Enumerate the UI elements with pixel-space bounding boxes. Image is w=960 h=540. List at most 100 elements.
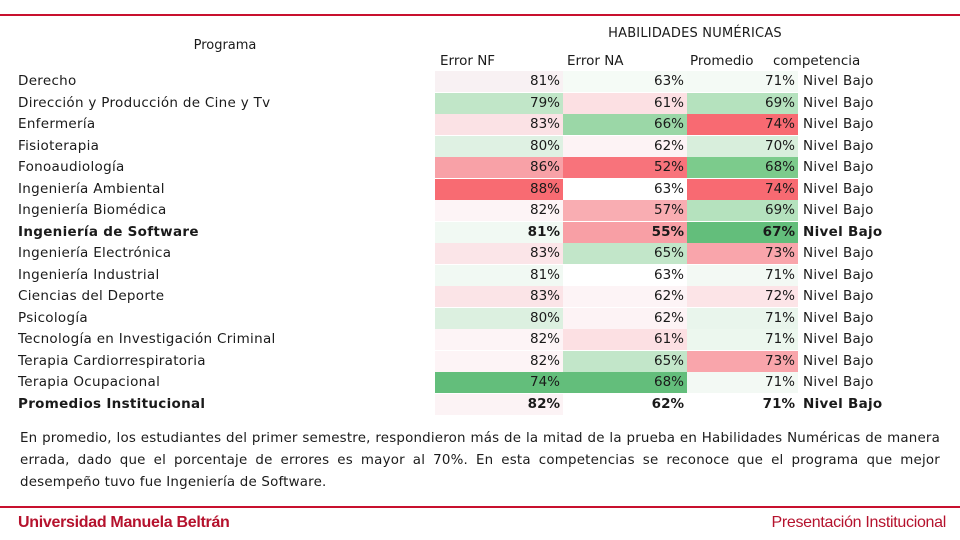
program-name: Promedios Institucional [18, 395, 206, 412]
table-row: Terapia Ocupacional 74% 68% 71% Nivel Bajo [0, 372, 960, 393]
promedio-cell: 72% [687, 286, 798, 307]
promedio-cell: 71% [687, 329, 798, 350]
programa-header: Programa [193, 38, 257, 53]
table-row: Dirección y Producción de Cine y Tv 79% 61… [0, 92, 960, 114]
table-row: Ingeniería Ambiental 88% 63% 74% Nivel Bajo [0, 178, 960, 200]
table-row: Terapia Cardiorrespiratoria 82% 65% 73% Nive… [0, 350, 960, 372]
promedio-cell: 69% [687, 200, 798, 221]
table-row: Ciencias del Deporte 83% 62% 72% Nivel Bajo [0, 286, 960, 307]
error-na-cell: 62% [563, 286, 687, 307]
competencia-cell: Nivel Bajo [803, 395, 883, 412]
error-na-cell: 63% [563, 178, 687, 200]
promedio-cell: 68% [687, 157, 798, 178]
error-nf-cell: 79% [435, 92, 563, 114]
promedio-cell: 69% [687, 92, 798, 114]
table-row: Tecnología en Investigación Criminal 82% 6… [0, 329, 960, 350]
error-na-cell: 61% [563, 92, 687, 114]
error-na-cell: 65% [563, 350, 687, 372]
promedio-cell: 74% [687, 178, 798, 200]
promedio-cell: 70% [687, 135, 798, 157]
competencia-cell: Nivel Bajo [803, 245, 874, 261]
promedio-cell: 67% [687, 221, 798, 243]
error-na-cell: 52% [563, 157, 687, 178]
error-na-cell: 65% [563, 243, 687, 264]
error-nf-cell: 74% [435, 372, 563, 393]
promedio-cell: 73% [687, 243, 798, 264]
competencia-cell: Nivel Bajo [803, 352, 874, 369]
error-nf-cell: 80% [435, 135, 563, 157]
error-na-cell: 63% [563, 71, 687, 92]
program-name: Ingeniería de Software [18, 223, 199, 240]
table-row: Psicología 80% 62% 71% Nivel Bajo [0, 307, 960, 329]
error-nf-cell: 83% [435, 114, 563, 135]
error-na-cell: 62% [563, 307, 687, 329]
error-na-cell: 62% [563, 135, 687, 157]
program-name: Tecnología en Investigación Criminal [18, 331, 276, 347]
competencia-cell: Nivel Bajo [803, 116, 874, 132]
error-na-cell: 68% [563, 372, 687, 393]
table-row: Fonoaudiología 86% 52% 68% Nivel Bajo [0, 157, 960, 178]
university-logo-text: Universidad Manuela Beltrán [18, 514, 230, 531]
program-name: Dirección y Producción de Cine y Tv [18, 94, 271, 111]
program-name: Ciencias del Deporte [18, 288, 165, 304]
column-header-error-na: Error NA [567, 53, 624, 69]
competencia-cell: Nivel Bajo [803, 202, 874, 218]
error-nf-cell: 86% [435, 157, 563, 178]
error-na-cell: 61% [563, 329, 687, 350]
program-name: Ingeniería Ambiental [18, 180, 165, 197]
competencia-cell: Nivel Bajo [803, 309, 874, 326]
program-name: Ingeniería Electrónica [18, 245, 172, 261]
program-name: Ingeniería Industrial [18, 266, 160, 283]
competencia-cell: Nivel Bajo [803, 331, 874, 347]
competencia-cell: Nivel Bajo [803, 94, 874, 111]
error-nf-cell: 82% [435, 329, 563, 350]
error-na-cell: 63% [563, 264, 687, 286]
table-row: Enfermería 83% 66% 74% Nivel Bajo [0, 114, 960, 135]
promedio-cell: 71% [687, 264, 798, 286]
error-na-cell: 66% [563, 114, 687, 135]
error-na-cell: 55% [563, 221, 687, 243]
slide-title: HABILIDADES NUMÉRICAS [608, 26, 782, 41]
table-row: Fisioterapia 80% 62% 70% Nivel Bajo [0, 135, 960, 157]
top-rule [0, 14, 960, 16]
competencia-cell: Nivel Bajo [803, 374, 874, 390]
competencia-cell: Nivel Bajo [803, 159, 874, 175]
competencia-cell: Nivel Bajo [803, 223, 883, 240]
table-row: Ingeniería Electrónica 83% 65% 73% Nivel Baj… [0, 243, 960, 264]
column-header-competencia: competencia [773, 53, 861, 69]
table-row: Ingeniería Biomédica 82% 57% 69% Nivel Bajo [0, 200, 960, 221]
promedio-cell: 71% [687, 307, 798, 329]
program-name: Derecho [18, 73, 77, 89]
error-nf-cell: 81% [435, 71, 563, 92]
program-name: Terapia Ocupacional [18, 374, 161, 390]
competencia-cell: Nivel Bajo [803, 288, 874, 304]
table-row: Promedios Institucional 82% 62% 71% Nivel Ba… [0, 393, 960, 415]
error-nf-cell: 81% [435, 264, 563, 286]
competencia-cell: Nivel Bajo [803, 137, 874, 154]
error-nf-cell: 83% [435, 243, 563, 264]
table-row: Derecho 81% 63% 71% Nivel Bajo [0, 71, 960, 92]
promedio-cell: 73% [687, 350, 798, 372]
error-nf-cell: 83% [435, 286, 563, 307]
error-nf-cell: 82% [435, 393, 563, 415]
competencia-cell: Nivel Bajo [803, 180, 874, 197]
table-row: Ingeniería de Software 81% 55% 67% Nivel Baj… [0, 221, 960, 243]
column-header-error-nf: Error NF [440, 53, 496, 69]
summary-paragraph: En promedio, los estudiantes del primer … [20, 431, 940, 490]
program-name: Terapia Cardiorrespiratoria [18, 352, 206, 369]
error-nf-cell: 82% [435, 350, 563, 372]
bottom-rule [0, 506, 960, 508]
competencia-cell: Nivel Bajo [803, 73, 874, 89]
error-nf-cell: 80% [435, 307, 563, 329]
program-name: Enfermería [18, 116, 96, 132]
promedio-cell: 74% [687, 114, 798, 135]
error-na-cell: 62% [563, 393, 687, 415]
error-nf-cell: 88% [435, 178, 563, 200]
promedio-cell: 71% [687, 372, 798, 393]
program-name: Fisioterapia [18, 137, 100, 154]
presentation-label: Presentación Institucional [771, 514, 946, 531]
error-na-cell: 57% [563, 200, 687, 221]
promedio-cell: 71% [687, 71, 798, 92]
program-name: Fonoaudiología [18, 159, 125, 175]
promedio-cell: 71% [687, 393, 798, 415]
